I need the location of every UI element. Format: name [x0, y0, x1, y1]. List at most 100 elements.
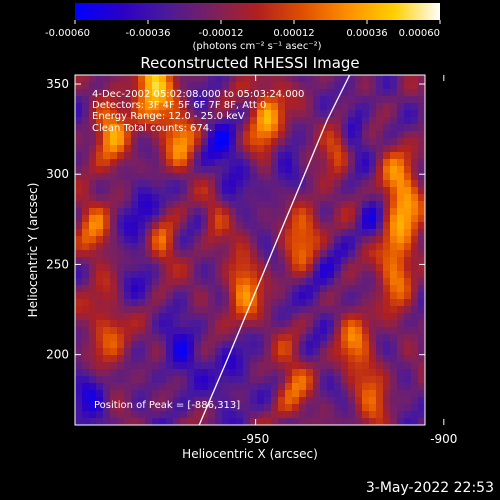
- heatmap-cell: [96, 173, 104, 181]
- heatmap-cell: [131, 75, 139, 83]
- heatmap-cell: [292, 124, 300, 132]
- heatmap-cell: [89, 250, 97, 258]
- heatmap-cell: [215, 383, 223, 391]
- heatmap-cell: [320, 131, 328, 139]
- heatmap-cell: [341, 75, 349, 83]
- heatmap-cell: [145, 397, 153, 405]
- heatmap-cell: [117, 397, 125, 405]
- heatmap-cell: [173, 215, 181, 223]
- heatmap-cell: [397, 208, 405, 216]
- heatmap-cell: [292, 152, 300, 160]
- heatmap-cell: [327, 222, 335, 230]
- heatmap-cell: [229, 306, 237, 314]
- heatmap-cell: [201, 376, 209, 384]
- heatmap-cell: [250, 404, 258, 412]
- heatmap-cell: [236, 103, 244, 111]
- heatmap-cell: [341, 383, 349, 391]
- heatmap-cell: [404, 404, 412, 412]
- heatmap-cell: [82, 236, 90, 244]
- heatmap-cell: [89, 180, 97, 188]
- heatmap-cell: [124, 117, 132, 125]
- heatmap-cell: [418, 257, 425, 265]
- heatmap-cell: [180, 334, 188, 342]
- heatmap-cell: [313, 362, 321, 370]
- heatmap-cell: [173, 278, 181, 286]
- heatmap-cell: [362, 383, 370, 391]
- heatmap-cell: [180, 383, 188, 391]
- heatmap-cell: [180, 110, 188, 118]
- heatmap-cell: [404, 271, 412, 279]
- heatmap-cell: [131, 96, 139, 104]
- heatmap-cell: [215, 89, 223, 97]
- heatmap-cell: [327, 404, 335, 412]
- heatmap-cell: [103, 369, 111, 377]
- heatmap-cell: [376, 404, 384, 412]
- heatmap-cell: [194, 362, 202, 370]
- heatmap-cell: [152, 271, 160, 279]
- heatmap-cell: [257, 362, 265, 370]
- heatmap-cell: [278, 201, 286, 209]
- heatmap-cell: [187, 313, 195, 321]
- heatmap-cell: [96, 264, 104, 272]
- heatmap-cell: [138, 236, 146, 244]
- heatmap-cell: [404, 194, 412, 202]
- heatmap-cell: [124, 411, 132, 419]
- heatmap-cell: [236, 341, 244, 349]
- heatmap-cell: [348, 131, 356, 139]
- heatmap-cell: [194, 306, 202, 314]
- heatmap-cell: [292, 397, 300, 405]
- heatmap-cell: [411, 355, 419, 363]
- heatmap-cell: [327, 180, 335, 188]
- heatmap-cell: [299, 229, 307, 237]
- heatmap-cell: [208, 257, 216, 265]
- heatmap-cell: [369, 145, 377, 153]
- heatmap-cell: [117, 222, 125, 230]
- heatmap-cell: [257, 292, 265, 300]
- heatmap-cell: [110, 264, 118, 272]
- heatmap-cell: [397, 278, 405, 286]
- heatmap-cell: [376, 180, 384, 188]
- heatmap-cell: [124, 299, 132, 307]
- heatmap-cell: [313, 404, 321, 412]
- heatmap-cell: [355, 327, 363, 335]
- heatmap-cell: [180, 313, 188, 321]
- heatmap-cell: [201, 278, 209, 286]
- heatmap-cell: [159, 166, 167, 174]
- heatmap-cell: [82, 327, 90, 335]
- heatmap-cell: [138, 376, 146, 384]
- heatmap-cell: [180, 75, 188, 83]
- heatmap-cell: [320, 215, 328, 223]
- heatmap-cell: [152, 320, 160, 328]
- heatmap-cell: [327, 96, 335, 104]
- heatmap-cell: [166, 285, 174, 293]
- heatmap-cell: [131, 166, 139, 174]
- heatmap-cell: [236, 250, 244, 258]
- heatmap-cell: [173, 299, 181, 307]
- heatmap-cell: [348, 89, 356, 97]
- heatmap-cell: [348, 271, 356, 279]
- heatmap-cell: [110, 131, 118, 139]
- heatmap-cell: [390, 96, 398, 104]
- heatmap-cell: [348, 334, 356, 342]
- heatmap-cell: [159, 278, 167, 286]
- heatmap-cell: [306, 390, 314, 398]
- heatmap-cell: [138, 145, 146, 153]
- heatmap-cell: [194, 208, 202, 216]
- heatmap-cell: [418, 131, 425, 139]
- x-tick-label: -900: [430, 432, 457, 446]
- heatmap-cell: [348, 418, 356, 425]
- heatmap-cell: [390, 327, 398, 335]
- heatmap-cell: [285, 89, 293, 97]
- heatmap-cell: [390, 306, 398, 314]
- heatmap-cell: [82, 173, 90, 181]
- heatmap-cell: [362, 215, 370, 223]
- heatmap-cell: [306, 355, 314, 363]
- heatmap-cell: [278, 180, 286, 188]
- heatmap-cell: [215, 145, 223, 153]
- heatmap-cell: [411, 201, 419, 209]
- heatmap-cell: [390, 348, 398, 356]
- heatmap-cell: [159, 264, 167, 272]
- heatmap-cell: [229, 320, 237, 328]
- heatmap-cell: [180, 411, 188, 419]
- heatmap-cell: [110, 110, 118, 118]
